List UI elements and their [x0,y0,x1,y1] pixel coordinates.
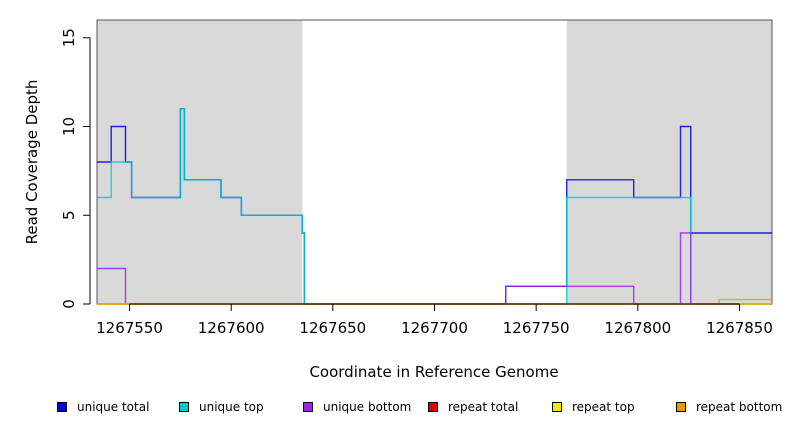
shaded-region-2 [566,20,772,304]
y-tick-label: 15 [60,28,78,47]
legend-item-repeat-bottom: repeat bottom [676,400,782,414]
y-tick-label: 5 [60,210,78,220]
x-tick-label: 1267600 [198,319,265,337]
legend-label: unique total [77,400,150,414]
axes: 1267550 1267600 1267650 1267700 1267750 12678… [60,28,773,337]
legend-label: unique top [199,400,264,414]
chart-legend: unique total unique top unique bottom repea… [0,400,792,420]
shaded-regions [97,20,772,304]
legend-swatch [57,402,67,412]
x-tick-label: 1267700 [401,319,468,337]
legend-label: repeat total [448,400,519,414]
x-axis-label: Coordinate in Reference Genome [309,363,558,381]
x-tick-label: 1267650 [299,319,366,337]
legend-item-unique-bottom: unique bottom [303,400,411,414]
legend-item-unique-total: unique total [57,400,149,414]
y-axis-label: Read Coverage Depth [23,80,41,245]
series-line-unique-bottom [97,232,772,305]
legend-swatch [303,402,313,412]
legend-swatch [552,402,562,412]
x-tick-label: 1267550 [96,319,163,337]
x-tick-label: 1267850 [706,319,773,337]
legend-label: unique bottom [323,400,412,414]
legend-label: repeat bottom [696,400,783,414]
legend-item-repeat-total: repeat total [428,400,518,414]
y-tick-label: 0 [60,299,78,309]
legend-label: repeat top [572,400,635,414]
legend-item-repeat-top: repeat top [552,400,635,414]
legend-swatch [676,402,686,412]
legend-item-unique-top: unique top [179,400,264,414]
legend-swatch [179,402,189,412]
x-tick-label: 1267800 [604,319,671,337]
x-tick-label: 1267750 [503,319,570,337]
legend-swatch [428,402,438,412]
y-tick-label: 10 [60,117,78,136]
series-line-unique-top [97,108,772,305]
